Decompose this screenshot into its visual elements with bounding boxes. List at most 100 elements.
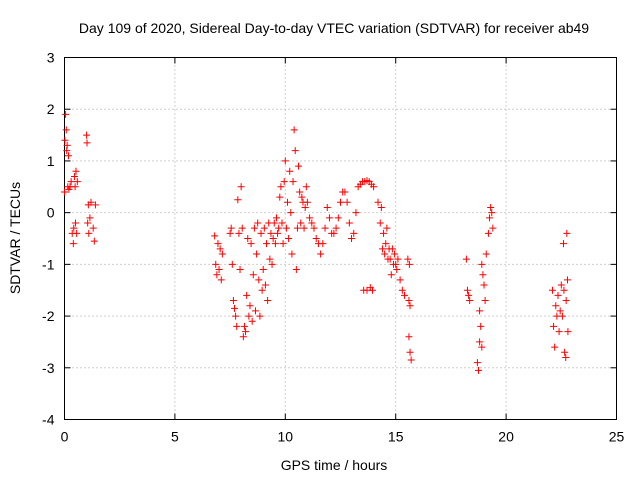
data-point [255, 276, 263, 284]
data-point [312, 235, 320, 242]
data-point [405, 260, 413, 268]
y-tick-label: -1 [42, 256, 55, 272]
data-point [558, 312, 566, 320]
data-point [212, 260, 220, 268]
data-point [348, 235, 356, 242]
data-point [404, 255, 412, 263]
data-point [293, 224, 301, 232]
data-point [216, 245, 224, 253]
data-point [332, 224, 340, 232]
data-point [560, 286, 568, 294]
data-point [562, 353, 570, 361]
data-point [476, 338, 484, 346]
data-point [465, 291, 473, 299]
data-point [246, 302, 254, 310]
data-point [374, 198, 382, 206]
data-point [211, 232, 219, 240]
data-point [253, 250, 261, 258]
data-point [62, 126, 70, 134]
data-point [337, 198, 344, 206]
data-point [72, 167, 80, 175]
data-point [250, 224, 258, 232]
data-point [297, 219, 305, 227]
data-point [62, 110, 70, 118]
data-point [277, 183, 285, 191]
data-point [67, 178, 75, 186]
data-point [343, 198, 351, 206]
data-point [479, 271, 487, 279]
data-point [61, 188, 68, 196]
data-point [551, 343, 559, 351]
data-point [394, 255, 402, 263]
data-point [290, 126, 298, 134]
data-point [345, 219, 353, 227]
data-point [249, 271, 257, 279]
data-point [281, 157, 289, 165]
data-point [254, 219, 262, 227]
data-point [287, 209, 295, 217]
data-point [296, 188, 304, 196]
data-point [269, 235, 277, 242]
data-point [70, 172, 78, 180]
grid-lines [64, 57, 617, 420]
data-point [69, 240, 77, 248]
data-point [217, 276, 225, 284]
data-point [387, 271, 395, 279]
data-point [61, 136, 69, 144]
data-point [235, 229, 243, 237]
data-point [478, 343, 486, 351]
data-point [276, 193, 284, 201]
data-point [303, 198, 311, 206]
data-point [267, 229, 275, 237]
data-point [334, 214, 342, 222]
data-point [554, 291, 562, 299]
data-point [381, 250, 389, 258]
x-tick-label: 0 [61, 429, 69, 445]
data-point [552, 302, 560, 310]
data-point [481, 297, 489, 305]
data-point [89, 224, 97, 232]
data-point [406, 302, 414, 310]
y-tick-label: -2 [42, 308, 55, 324]
data-point [398, 286, 406, 294]
data-point [330, 229, 338, 237]
data-point [308, 219, 316, 227]
data-point [264, 297, 272, 305]
data-point [243, 291, 251, 299]
data-point [260, 224, 268, 232]
data-point [488, 209, 496, 217]
data-point [278, 219, 286, 227]
data-point [302, 183, 310, 191]
data-point [310, 224, 318, 232]
data-point [473, 359, 481, 367]
x-axis: 0 5 10 15 20 25 [61, 57, 624, 445]
data-point [306, 214, 314, 222]
data-point [405, 297, 413, 305]
data-point [284, 198, 292, 206]
data-point [369, 286, 377, 294]
data-point [560, 240, 568, 248]
data-point [350, 229, 358, 237]
data-point [70, 224, 78, 232]
data-point [562, 297, 570, 305]
data-point [325, 214, 333, 222]
data-point [87, 198, 95, 206]
data-point [486, 214, 494, 222]
data-point [563, 276, 571, 284]
data-point [484, 229, 492, 237]
data-point [71, 183, 79, 191]
data-point [237, 183, 245, 191]
data-point [396, 276, 404, 284]
data-point [477, 322, 485, 330]
data-point [275, 224, 283, 232]
data-point [83, 139, 91, 147]
data-point [236, 266, 244, 274]
data-point [285, 235, 293, 242]
y-tick-label: 2 [47, 101, 55, 117]
y-tick-label: -3 [42, 360, 55, 376]
data-point [292, 266, 300, 274]
data-point [341, 188, 349, 196]
data-point [370, 183, 378, 191]
data-point [301, 203, 309, 211]
y-tick-label: 1 [47, 153, 55, 169]
